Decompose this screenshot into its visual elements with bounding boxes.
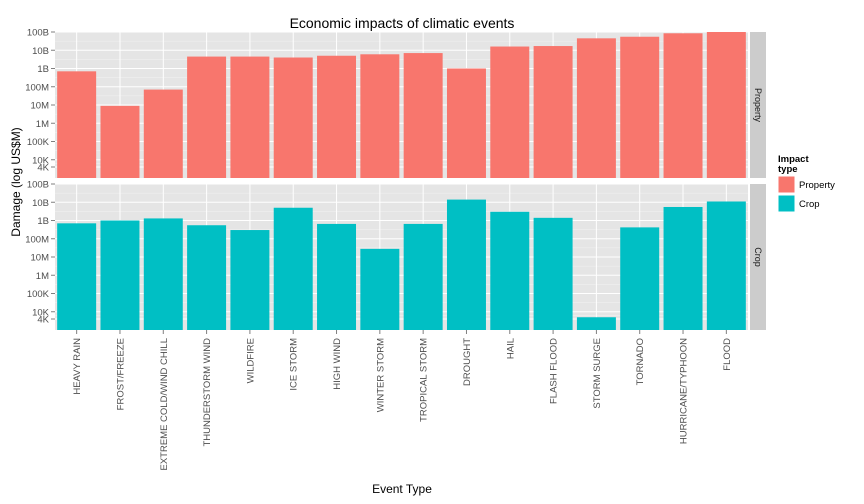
y-tick-label: 100B	[27, 180, 49, 191]
bar-crop-storm-surge	[576, 317, 616, 330]
facet-strip	[750, 184, 766, 330]
x-tick-label-extreme-cold-wind-chill: EXTREME COLD/WIND CHILL	[159, 338, 170, 471]
facet-panels: 4K10K100K1M10M100M1B10B100BProperty4K10K…	[25, 28, 766, 471]
chart-title: Economic impacts of climatic events	[290, 15, 515, 31]
y-tick-label: 100K	[27, 289, 50, 300]
y-tick-label: 100B	[27, 28, 49, 39]
bar-property-ice-storm	[273, 57, 313, 178]
bar-property-drought	[446, 68, 486, 178]
bar-crop-hurricane-typhoon	[663, 206, 703, 330]
x-tick-label-thunderstorm-wind: THUNDERSTORM WIND	[202, 338, 213, 447]
y-tick-label: 4K	[37, 315, 49, 326]
x-tick-label-tropical-storm: TROPICAL STORM	[419, 338, 430, 422]
x-tick-label-hail: HAIL	[505, 338, 516, 359]
y-tick-label: 1M	[36, 271, 49, 282]
legend-swatch-property	[778, 176, 795, 193]
x-tick-label-heavy-rain: HEAVY RAIN	[72, 338, 83, 395]
bar-property-high-wind	[317, 55, 357, 178]
x-tick-label-flash-flood: FLASH FLOOD	[549, 338, 560, 404]
bar-property-flash-flood	[533, 46, 573, 178]
bar-crop-heavy-rain	[57, 223, 97, 330]
bar-property-wildfire	[230, 56, 270, 178]
x-tick-label-wildfire: WILDFIRE	[245, 338, 256, 383]
bar-property-hail	[490, 46, 530, 178]
bar-property-storm-surge	[576, 38, 616, 178]
x-axis-title: Event Type	[372, 482, 432, 496]
bar-crop-drought	[446, 199, 486, 330]
bar-crop-tropical-storm	[403, 223, 443, 330]
x-axis: HEAVY RAIN FROST/FREEZE EXTREME COLD/WIND …	[72, 330, 733, 471]
legend-swatch-crop	[778, 195, 795, 212]
y-tick-label: 1B	[37, 216, 49, 227]
bar-crop-ice-storm	[273, 207, 313, 330]
y-tick-label: 100M	[25, 82, 49, 93]
y-tick-label: 10B	[32, 198, 49, 209]
facet-strip-label: Property	[753, 88, 763, 123]
x-tick-label-winter-storm: WINTER STORM	[375, 338, 386, 412]
y-axis-title: Damage (log US$M)	[9, 127, 23, 236]
x-tick-label-high-wind: HIGH WIND	[332, 338, 343, 390]
bar-property-hurricane-typhoon	[663, 33, 703, 179]
facet-strip	[750, 32, 766, 178]
bar-crop-thunderstorm-wind	[187, 225, 227, 330]
bar-crop-tornado	[620, 227, 660, 330]
bar-property-extreme-cold-wind-chill	[143, 89, 183, 178]
y-tick-label: 100K	[27, 137, 50, 148]
x-tick-label-frost-freeze: FROST/FREEZE	[115, 338, 126, 410]
bar-property-thunderstorm-wind	[187, 56, 227, 178]
y-tick-label: 10K	[32, 155, 50, 166]
bar-crop-hail	[490, 211, 530, 330]
y-tick-label: 10M	[31, 101, 50, 112]
bar-property-flood	[706, 32, 746, 178]
facet-strip-label: Crop	[753, 247, 763, 267]
legend-title-line: type	[778, 164, 798, 175]
legend-label-property: Property	[799, 180, 835, 191]
y-tick-label: 10M	[31, 253, 50, 264]
legend-label-crop: Crop	[799, 199, 820, 210]
bar-property-winter-storm	[360, 54, 400, 179]
bar-property-frost-freeze	[100, 105, 140, 178]
bar-crop-flood	[706, 201, 746, 330]
x-tick-label-storm-surge: STORM SURGE	[592, 338, 603, 409]
bar-property-tornado	[620, 36, 660, 179]
y-tick-label: 100M	[25, 234, 49, 245]
y-tick-label: 10B	[32, 46, 49, 57]
bar-property-heavy-rain	[57, 71, 97, 178]
bar-crop-wildfire	[230, 230, 270, 330]
x-tick-label-ice-storm: ICE STORM	[289, 338, 300, 391]
x-tick-label-flood: FLOOD	[722, 338, 733, 371]
y-tick-label: 1B	[37, 64, 49, 75]
bar-property-tropical-storm	[403, 53, 443, 178]
x-tick-label-tornado: TORNADO	[635, 338, 646, 385]
legend-title-line: Impact	[778, 154, 809, 165]
y-tick-label: 4K	[37, 163, 49, 174]
x-tick-label-drought: DROUGHT	[462, 338, 473, 386]
y-tick-label: 10K	[32, 307, 50, 318]
bar-crop-winter-storm	[360, 248, 400, 330]
bar-crop-frost-freeze	[100, 220, 140, 330]
x-tick-label-hurricane-typhoon: HURRICANE/TYPHOON	[679, 338, 690, 444]
bar-crop-extreme-cold-wind-chill	[143, 218, 183, 330]
bar-crop-high-wind	[317, 223, 357, 330]
bar-crop-flash-flood	[533, 217, 573, 330]
y-tick-label: 1M	[36, 119, 49, 130]
